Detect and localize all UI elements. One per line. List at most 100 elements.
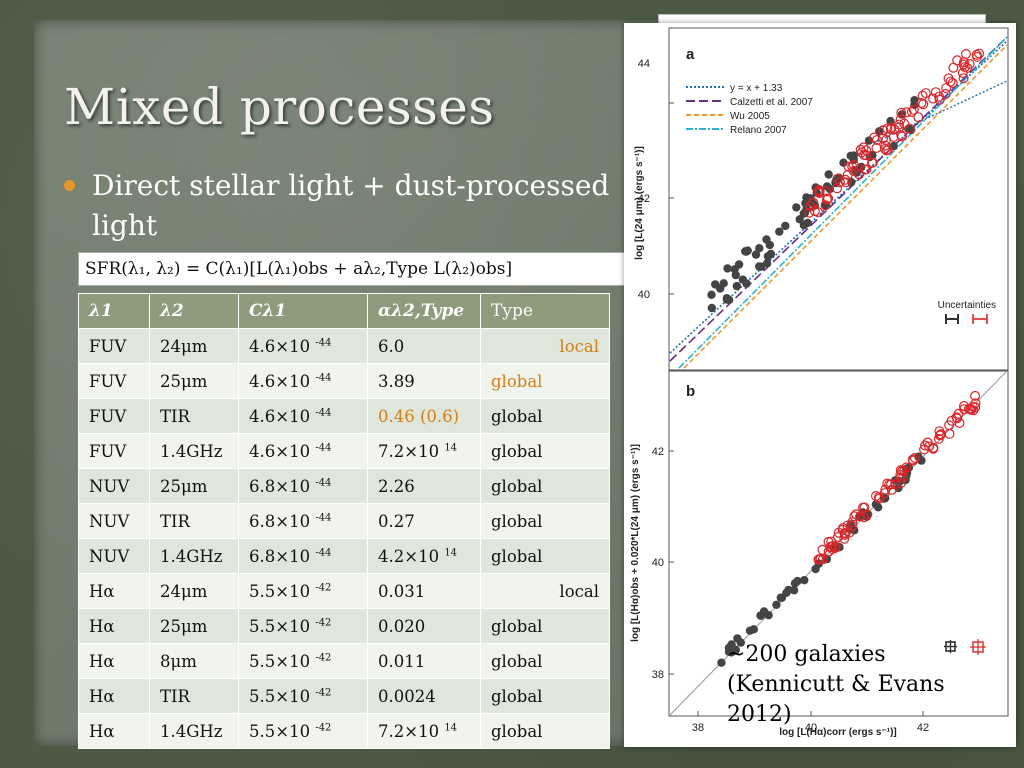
panel-a-open-point: [856, 147, 867, 158]
panel-a-open-point: [947, 77, 958, 88]
fit-line-upper: [873, 80, 1008, 144]
table-row: Hα TIR 5.5×10 -42 0.0024 global: [78, 678, 610, 714]
panel-a-open-point: [842, 169, 853, 180]
panel-a-open-point: [896, 107, 907, 118]
cell-lambda1: Hα: [78, 643, 150, 679]
cell-lambda1: FUV: [78, 328, 150, 364]
cell-c-lambda1: 4.6×10 -44: [238, 433, 368, 469]
cell-alpha: 0.011: [367, 643, 481, 679]
panel-b-xlabel: log [L(Hα)corr (ergs s⁻¹)]: [779, 727, 897, 738]
panel-b-filled-point: [764, 611, 773, 620]
panel-b-open-point: [847, 517, 858, 528]
cell-lambda1: FUV: [78, 363, 150, 399]
cell-type: global: [480, 713, 610, 749]
table-row: FUV 1.4GHz 4.6×10 -44 7.2×10 14 global: [78, 433, 610, 469]
cell-lambda1: Hα: [78, 573, 150, 609]
panel-b-xtick-1: 40: [805, 722, 817, 734]
panel-a-filled-point: [719, 279, 728, 288]
sfr-calibration-table: λ1 λ2 Cλ1 αλ2,Type Type FUV 24μm 4.6×10 -4…: [78, 293, 610, 749]
panel-a-filled-point: [732, 281, 741, 291]
cell-alpha: 7.2×10 14: [367, 433, 481, 469]
panel-b-open-point: [934, 426, 945, 437]
table-row: NUV TIR 6.8×10 -44 0.27 global: [78, 503, 610, 539]
cell-c-lambda1: 4.6×10 -44: [238, 398, 368, 434]
panel-b-points: [717, 390, 981, 667]
panel-b-open-point: [890, 479, 901, 490]
cell-c-lambda1: 6.8×10 -44: [238, 538, 368, 574]
panel-a-open-point: [832, 183, 843, 194]
panel-a-open-point: [869, 132, 880, 143]
panel-b-open-point: [953, 408, 964, 419]
panel-a-filled-point: [755, 262, 764, 271]
panel-a-filled-point: [724, 295, 734, 305]
panel-b-ylabel: log [L(Hα)obs + 0.020*L(24 μm) (ergs s⁻¹…: [630, 444, 641, 642]
cell-type: global: [480, 398, 610, 434]
panel-a-filled-point: [711, 280, 720, 289]
panel-a-open-point: [835, 177, 846, 188]
cell-alpha: 2.26: [367, 468, 481, 504]
table-row: FUV 24μm 4.6×10 -44 6.0 local: [78, 328, 610, 364]
panel-b-open-point: [908, 455, 919, 466]
panel-a-filled-point: [734, 260, 744, 269]
legend-label-3: Relano 2007: [730, 125, 787, 136]
panel-b-open-point: [895, 465, 906, 476]
panel-b-filled-point: [790, 579, 800, 588]
panel-a-points: [707, 48, 985, 313]
panel-a-open-point: [920, 88, 931, 99]
panel-a-open-point: [958, 73, 969, 84]
panel-a-open-point: [889, 124, 900, 135]
panel-a-open-point: [843, 161, 854, 172]
panel-b-open-point: [837, 524, 848, 535]
panel-a-open-point: [808, 197, 819, 208]
panel-b-frame: [668, 369, 1009, 717]
panel-a-open-point: [804, 207, 815, 218]
header-type: Type: [480, 293, 610, 329]
panel-b-open-point: [944, 420, 955, 431]
bullet-text: Direct stellar light + dust-processed li…: [92, 169, 610, 242]
cell-lambda2: 25μm: [149, 468, 239, 504]
cell-type: global: [480, 468, 610, 504]
header-alpha: αλ2,Type: [367, 293, 481, 329]
panel-a-open-point: [859, 149, 870, 160]
legend-label-0: y = x + 1.33: [730, 83, 783, 94]
panel-b-open-point: [847, 521, 858, 532]
cell-type: local: [480, 573, 610, 609]
cell-alpha: 0.031: [367, 573, 481, 609]
panel-a-open-point: [901, 107, 912, 118]
panel-a-filled-point: [755, 244, 764, 253]
panel-a-filled-point: [765, 240, 774, 250]
panel-b-open-point: [851, 509, 862, 520]
panel-b-open-point: [884, 479, 895, 490]
panel-b-filled-point: [733, 634, 742, 643]
figure-caption: ~200 galaxies (Kennicutt & Evans 2012): [727, 640, 1007, 730]
panel-a-filled-point: [803, 218, 812, 228]
cell-lambda2: 8μm: [149, 643, 239, 679]
cell-lambda2: 25μm: [149, 608, 239, 644]
panel-a-open-point: [814, 186, 825, 197]
cell-lambda1: FUV: [78, 398, 150, 434]
panel-b-open-point: [928, 442, 939, 453]
panel-b-open-point: [909, 453, 920, 464]
panel-a-open-point: [913, 112, 924, 123]
cell-c-lambda1: 5.5×10 -42: [238, 573, 368, 609]
cell-c-lambda1: 5.5×10 -42: [238, 678, 368, 714]
panel-b-ytick-1: 40: [652, 557, 664, 569]
cell-c-lambda1: 5.5×10 -42: [238, 643, 368, 679]
panel-a-filled-point: [775, 227, 784, 236]
panel-a-open-point: [821, 186, 832, 197]
panel-b-open-point: [871, 491, 882, 502]
panel-b-xtick-0: 38: [692, 722, 704, 734]
panel-a-open-point: [906, 106, 917, 117]
panel-b-open-point: [968, 405, 979, 416]
panel-a-filled-point: [864, 136, 874, 145]
cell-type: global: [480, 678, 610, 714]
panel-b-letter: b: [686, 383, 695, 400]
panel-b-filled-point: [727, 643, 736, 653]
cell-lambda1: Hα: [78, 713, 150, 749]
panel-b-open-point: [934, 430, 945, 441]
panel-a-open-point: [867, 157, 878, 168]
panel-a-filled-point: [762, 259, 772, 268]
panel-a-open-point: [930, 87, 941, 98]
cell-c-lambda1: 5.5×10 -42: [238, 608, 368, 644]
bullet-dot-icon: [64, 180, 75, 191]
